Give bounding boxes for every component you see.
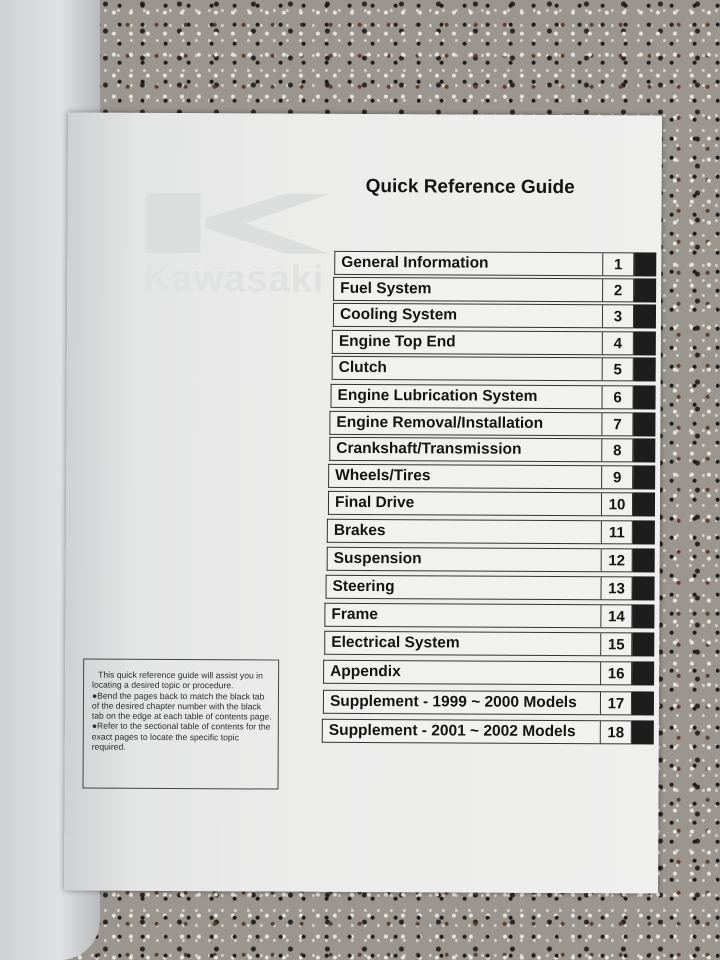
black-tab xyxy=(632,576,655,601)
chapter-row[interactable]: General Information 1 xyxy=(334,250,657,277)
black-tab xyxy=(632,661,655,686)
black-tab xyxy=(632,520,655,545)
chapter-label: Cooling System xyxy=(332,302,603,329)
note-intro: This quick reference guide will assist y… xyxy=(92,669,263,691)
chapter-label: Steering xyxy=(325,574,601,601)
black-tab xyxy=(632,632,655,657)
chapter-row[interactable]: Appendix 16 xyxy=(323,659,655,686)
chapter-number: 16 xyxy=(600,661,633,686)
chapter-row[interactable]: Engine Removal/Installation 7 xyxy=(329,410,656,437)
black-tab xyxy=(631,720,654,745)
chapter-number: 1 xyxy=(602,252,635,277)
chapter-label: Final Drive xyxy=(327,490,602,517)
chapter-label: Engine Lubrication System xyxy=(330,383,602,410)
chapter-row[interactable]: Fuel System 2 xyxy=(333,276,657,303)
chapter-row[interactable]: Suspension 12 xyxy=(326,546,655,573)
logo-watermark-text: Kawasaki xyxy=(143,257,325,301)
chapter-number: 13 xyxy=(600,576,633,601)
chapter-number: 9 xyxy=(601,465,634,490)
black-tab xyxy=(633,385,656,410)
chapter-number: 10 xyxy=(600,492,634,517)
chapter-number: 4 xyxy=(601,331,634,356)
chapter-row[interactable]: Cooling System 3 xyxy=(332,302,657,329)
chapter-row[interactable]: Electrical System 15 xyxy=(324,630,655,657)
chapter-label: Clutch xyxy=(331,355,602,382)
chapter-number: 17 xyxy=(599,691,633,716)
chapter-row[interactable]: Brakes 11 xyxy=(326,518,655,545)
black-tab xyxy=(633,438,656,463)
chapter-row[interactable]: Supplement - 1999 ~ 2000 Models 17 xyxy=(322,689,655,716)
black-tab xyxy=(634,252,657,277)
chapter-number: 5 xyxy=(601,357,634,382)
black-tab xyxy=(633,465,656,490)
kawasaki-logo-watermark xyxy=(145,192,331,254)
chapter-row[interactable]: Wheels/Tires 9 xyxy=(328,463,656,490)
chapter-number: 15 xyxy=(600,632,633,657)
chapter-row[interactable]: Steering 13 xyxy=(325,574,655,601)
chapter-number: 12 xyxy=(600,548,633,573)
black-tab xyxy=(633,304,657,329)
black-tab xyxy=(631,691,655,716)
chapter-number: 3 xyxy=(601,304,635,329)
note-bullet: ●Bend the pages back to match the black … xyxy=(91,690,272,722)
black-tab xyxy=(634,278,657,303)
chapter-label: Electrical System xyxy=(324,630,601,657)
chapter-number: 2 xyxy=(602,278,635,303)
black-tab xyxy=(632,492,656,517)
chapter-row[interactable]: Clutch 5 xyxy=(331,355,656,382)
page-title: Quick Reference Guide xyxy=(365,176,575,199)
chapter-row[interactable]: Crankshaft/Transmission 8 xyxy=(329,436,656,463)
chapter-label: Brakes xyxy=(326,518,601,545)
manual-page: Kawasaki Quick Reference Guide General I… xyxy=(63,112,663,894)
chapter-label: Supplement - 1999 ~ 2000 Models xyxy=(322,689,601,716)
chapter-label: Engine Top End xyxy=(331,329,602,356)
chapter-row[interactable]: Frame 14 xyxy=(324,602,655,629)
black-tab xyxy=(633,331,656,356)
chapter-row[interactable]: Final Drive 10 xyxy=(327,490,656,517)
chapter-label: General Information xyxy=(334,250,603,277)
chapter-number: 8 xyxy=(601,438,634,463)
chapter-label: Wheels/Tires xyxy=(328,463,602,490)
instruction-note: This quick reference guide will assist y… xyxy=(82,658,280,790)
black-tab xyxy=(632,604,655,629)
black-tab xyxy=(633,412,656,437)
chapter-number: 6 xyxy=(601,385,634,410)
chapter-row[interactable]: Supplement - 2001 ~ 2002 Models 18 xyxy=(321,718,654,745)
chapter-label: Fuel System xyxy=(333,276,603,303)
chapter-label: Suspension xyxy=(326,546,601,573)
chapter-row[interactable]: Engine Top End 4 xyxy=(331,329,656,356)
chapter-label: Engine Removal/Installation xyxy=(329,410,602,437)
chapter-label: Frame xyxy=(324,602,601,629)
chapter-label: Supplement - 2001 ~ 2002 Models xyxy=(321,718,600,745)
chapter-row[interactable]: Engine Lubrication System 6 xyxy=(330,383,656,410)
black-tab xyxy=(633,357,656,382)
chapter-label: Crankshaft/Transmission xyxy=(329,436,602,463)
chapter-number: 18 xyxy=(599,720,632,745)
chapter-number: 11 xyxy=(600,520,633,545)
note-bullet: ●Refer to the sectional table of content… xyxy=(91,721,271,752)
chapter-label: Appendix xyxy=(323,659,601,686)
black-tab xyxy=(632,548,655,573)
chapter-number: 7 xyxy=(601,412,634,437)
chapter-number: 14 xyxy=(600,604,633,629)
